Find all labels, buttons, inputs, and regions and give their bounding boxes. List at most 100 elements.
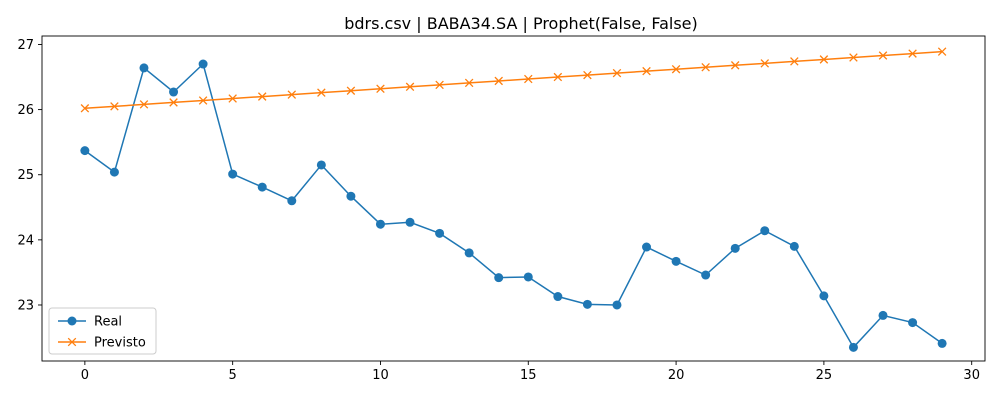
data-point-real <box>582 299 592 309</box>
data-point-real <box>228 169 238 179</box>
data-point-previsto <box>790 57 799 66</box>
data-point-previsto <box>908 49 917 58</box>
data-point-previsto <box>878 51 888 60</box>
data-point-real <box>139 63 149 73</box>
data-point-real <box>553 292 563 302</box>
data-point-previsto <box>819 55 829 64</box>
data-point-real <box>198 59 208 69</box>
marker-stroke <box>139 100 149 109</box>
data-point-real <box>612 300 622 310</box>
marker-stroke <box>583 70 592 80</box>
marker-stroke <box>228 94 237 103</box>
series-line-previsto <box>84 50 943 110</box>
x-tick-label: 5 <box>229 368 237 383</box>
data-point-real <box>730 243 740 253</box>
marker-stroke <box>849 53 858 62</box>
data-point-previsto <box>583 70 592 80</box>
marker-stroke <box>464 78 474 88</box>
data-point-real <box>316 160 326 170</box>
data-point-real <box>494 273 504 283</box>
data-point-previsto <box>80 104 90 113</box>
data-point-previsto <box>317 88 326 97</box>
data-point-previsto <box>139 100 149 109</box>
data-point-previsto <box>435 80 444 90</box>
data-point-previsto <box>287 90 297 99</box>
x-tick-label: 30 <box>963 368 980 383</box>
marker-stroke <box>110 102 119 111</box>
data-point-real <box>789 241 799 251</box>
data-point-previsto <box>671 64 681 74</box>
marker-stroke <box>287 90 297 99</box>
data-point-real <box>819 291 829 301</box>
axes: 0 5 10 15 20 25 30 23 24 25 26 27 <box>17 35 986 383</box>
data-point-previsto <box>405 82 415 92</box>
data-point-previsto <box>464 78 474 88</box>
marker-stroke <box>376 84 385 94</box>
marker-stroke <box>760 59 770 68</box>
legend: Real Previsto <box>48 307 157 355</box>
legend-marker <box>67 316 77 326</box>
data-point-real <box>908 318 918 328</box>
data-point-previsto <box>937 47 947 56</box>
marker-stroke <box>257 92 267 101</box>
data-point-previsto <box>110 102 119 111</box>
data-point-real <box>464 248 474 258</box>
data-point-real <box>375 219 385 229</box>
data-point-previsto <box>494 76 503 86</box>
marker-stroke <box>524 74 533 84</box>
data-point-real <box>937 338 947 348</box>
marker-stroke <box>908 49 917 58</box>
marker-stroke <box>346 86 356 95</box>
marker-stroke <box>405 82 415 92</box>
data-point-previsto <box>849 53 858 62</box>
y-tick-label: 27 <box>17 38 34 53</box>
legend-label-real: Real <box>94 315 122 330</box>
marker-stroke <box>878 51 888 60</box>
legend-item-previsto: Previsto <box>58 336 146 351</box>
data-point-previsto <box>169 98 178 107</box>
marker-stroke <box>317 88 326 97</box>
data-point-real <box>169 87 179 97</box>
data-point-real <box>878 310 888 320</box>
data-point-previsto <box>376 84 385 94</box>
marker-stroke <box>435 80 444 90</box>
marker-stroke <box>198 96 208 105</box>
data-point-real <box>848 342 858 352</box>
plot-frame <box>41 35 986 362</box>
chart-title: bdrs.csv | BABA34.SA | Prophet(False, Fa… <box>344 14 698 33</box>
data-point-real <box>671 256 681 266</box>
data-point-previsto <box>346 86 356 95</box>
x-tick-label: 15 <box>520 368 537 383</box>
marker-stroke <box>612 68 622 78</box>
marker-stroke <box>730 61 740 70</box>
data-point-previsto <box>228 94 237 103</box>
data-point-real <box>760 226 770 236</box>
marker-stroke <box>790 57 799 66</box>
series-line-real <box>84 62 943 349</box>
data-point-real <box>80 146 90 156</box>
data-point-previsto <box>553 72 563 82</box>
data-point-real <box>346 191 356 201</box>
x-tick-label: 25 <box>816 368 833 383</box>
legend-item-real: Real <box>58 315 122 330</box>
x-tick-label: 0 <box>81 368 89 383</box>
marker-stroke <box>642 66 651 76</box>
data-point-previsto <box>198 96 208 105</box>
data-point-real <box>287 196 297 206</box>
marker-stroke <box>671 64 681 74</box>
data-point-real <box>109 167 119 177</box>
data-point-real <box>642 242 652 252</box>
legend-marker <box>67 337 77 347</box>
marker-stroke <box>553 72 563 82</box>
data-point-previsto <box>701 63 710 72</box>
data-point-real <box>523 272 533 282</box>
x-tick-label: 20 <box>668 368 685 383</box>
data-point-real <box>257 182 267 192</box>
marker-stroke <box>80 104 90 113</box>
data-point-previsto <box>612 68 622 78</box>
data-point-previsto <box>642 66 651 76</box>
data-point-previsto <box>730 61 740 70</box>
y-tick-label: 25 <box>17 168 34 183</box>
data-point-previsto <box>257 92 267 101</box>
marker-stroke <box>819 55 829 64</box>
